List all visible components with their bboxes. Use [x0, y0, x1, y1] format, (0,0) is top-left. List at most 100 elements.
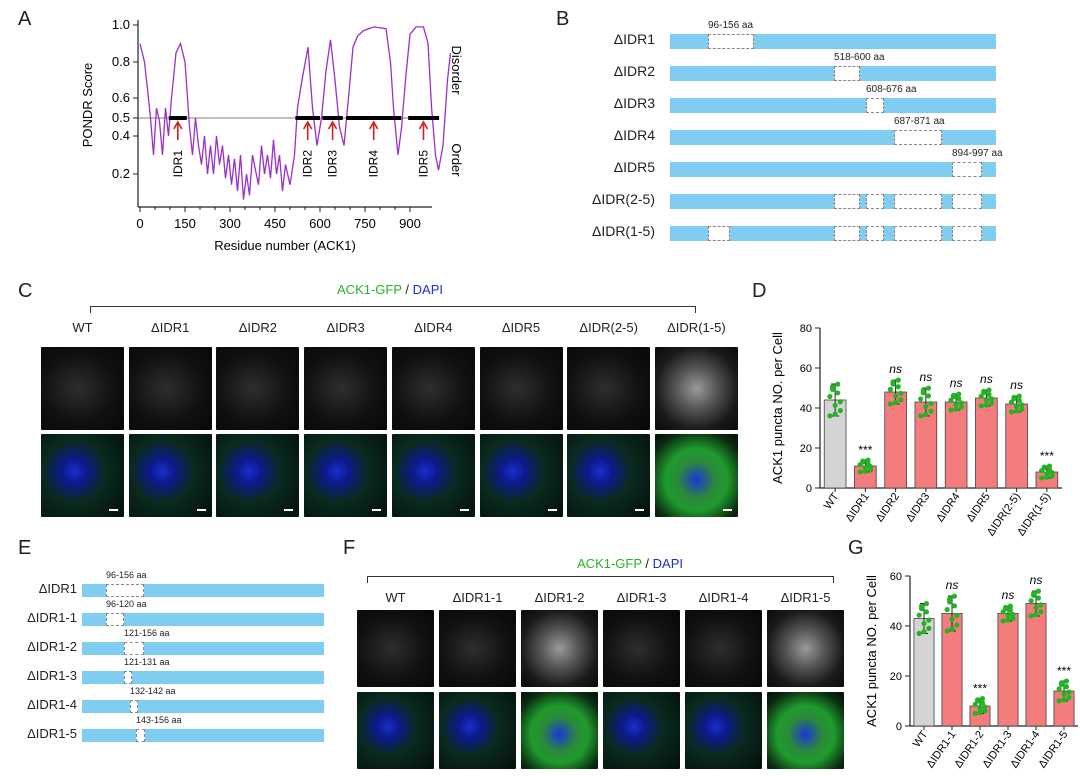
data-point [923, 404, 929, 410]
data-point [925, 385, 932, 391]
merged-image [479, 434, 563, 517]
data-point [974, 697, 981, 703]
image-column-label: ΔIDR2 [238, 320, 278, 335]
data-point [1005, 617, 1011, 623]
deletion-gap [866, 98, 884, 113]
data-point [857, 462, 863, 468]
data-point [921, 620, 927, 627]
y-tick-label: 60 [890, 571, 902, 583]
construct-row: ΔIDR1-5 143-156 aa [22, 715, 332, 746]
scale-bar [722, 509, 732, 511]
data-point [923, 411, 929, 417]
scale-bar [196, 509, 206, 511]
data-point [948, 407, 954, 413]
data-point [890, 379, 896, 385]
deletion-range-label: 143-156 aa [136, 715, 182, 725]
y-tick-label: 0 [806, 483, 812, 495]
pondr-ytick-label: 0.4 [112, 128, 130, 143]
deletion-gap [834, 66, 860, 81]
x-tick-label: ΔIDR1-5 [1036, 729, 1070, 770]
panel-f-title: ACK1-GFP / DAPI [540, 556, 720, 571]
data-point [1014, 408, 1020, 414]
data-point [862, 468, 868, 474]
grayscale-image [128, 347, 212, 430]
data-point [1035, 595, 1042, 601]
panel-label-f: F [343, 537, 356, 559]
merged-image [603, 692, 680, 769]
merged-image [685, 692, 762, 769]
data-point [926, 625, 932, 631]
chart-g: 0 20 40 60 ACK1 puncta NO. per Cell WT ns ΔIDR1… [864, 571, 1078, 770]
grayscale-image [41, 347, 124, 430]
construct-name: ΔIDR1-1 [27, 610, 77, 625]
data-point [926, 617, 932, 623]
bar [975, 397, 998, 489]
panel-label-d: D [752, 280, 767, 302]
data-point [1008, 399, 1014, 405]
deletion-gap [952, 194, 982, 209]
deletion-gap [124, 671, 132, 684]
panel-c-images: WT ΔIDR1 ΔIDR2 ΔIDR3 ΔIDR4 ΔIDR5 ΔIDR(2-5) ΔIDR… [41, 320, 741, 520]
data-point [837, 399, 843, 405]
pondr-ytick-label: 0.2 [112, 166, 130, 181]
construct-name: ΔIDR4 [613, 127, 655, 143]
grayscale-image [521, 610, 598, 687]
data-point [944, 628, 950, 634]
deletion-range-label: 96-156 aa [106, 570, 147, 580]
panel-label-e: E [18, 537, 32, 559]
grayscale-image [391, 347, 475, 430]
data-point [898, 397, 904, 403]
scale-bar [547, 509, 557, 511]
idr-arrow-label: IDR2 [301, 150, 315, 178]
image-column-label: ΔIDR1 [151, 320, 190, 335]
data-point [983, 402, 989, 408]
y-tick-label: 20 [800, 443, 812, 455]
deletion-gap [834, 226, 860, 241]
construct-row: ΔIDR3 608-676 aa [580, 84, 1010, 116]
pondr-xtick-label: 300 [219, 216, 241, 231]
image-column-label: ΔIDR1-3 [616, 590, 667, 605]
construct-row: ΔIDR(1-5) [580, 212, 1010, 244]
data-point [1066, 689, 1072, 695]
data-point [928, 400, 934, 407]
dapi-label: DAPI [412, 282, 443, 297]
pondr-xlabel: Residue number (ACK1) [214, 238, 356, 253]
data-point [895, 377, 901, 383]
image-column-label: ΔIDR1-5 [780, 590, 831, 605]
construct-bar [82, 700, 324, 713]
construct-name: ΔIDR(2-5) [591, 191, 655, 207]
pondr-ytick-label: 0.6 [112, 90, 130, 105]
data-point [977, 710, 983, 716]
data-point [972, 710, 978, 717]
bar [1025, 603, 1047, 727]
construct-row: ΔIDR1-3 121-131 aa [22, 657, 332, 688]
data-point [946, 596, 953, 602]
significance-label: *** [858, 443, 872, 457]
deletion-gap [894, 226, 942, 241]
data-point [1041, 464, 1047, 470]
grayscale-image [304, 347, 388, 430]
merged-image [304, 434, 388, 517]
y-tick-label: 80 [800, 323, 812, 335]
construct-name: ΔIDR3 [613, 95, 655, 111]
bar [1005, 403, 1028, 489]
deletion-range-label: 608-676 aa [866, 84, 917, 95]
image-column-label: ΔIDR5 [501, 320, 541, 335]
grayscale-image [216, 347, 300, 430]
x-tick-label: WT [822, 491, 842, 512]
data-point [916, 630, 922, 636]
data-point [1061, 691, 1067, 697]
scale-bar [459, 509, 469, 511]
data-point [978, 403, 984, 409]
pondr-ylabel: PONDR Score [80, 63, 95, 148]
merged-image [439, 692, 516, 769]
chart-d: 0 20 40 60 80 ACK1 puncta NO. per Cell WT *** ΔI… [770, 323, 1062, 538]
data-point [837, 407, 843, 414]
deletion-range-label: 518-600 aa [834, 52, 885, 63]
data-point [1058, 680, 1065, 686]
data-point [979, 695, 986, 702]
pondr-xtick-label: 600 [309, 216, 331, 231]
merged-image [567, 434, 651, 517]
label-disorder: Disorder [449, 45, 464, 95]
data-point [827, 413, 833, 419]
